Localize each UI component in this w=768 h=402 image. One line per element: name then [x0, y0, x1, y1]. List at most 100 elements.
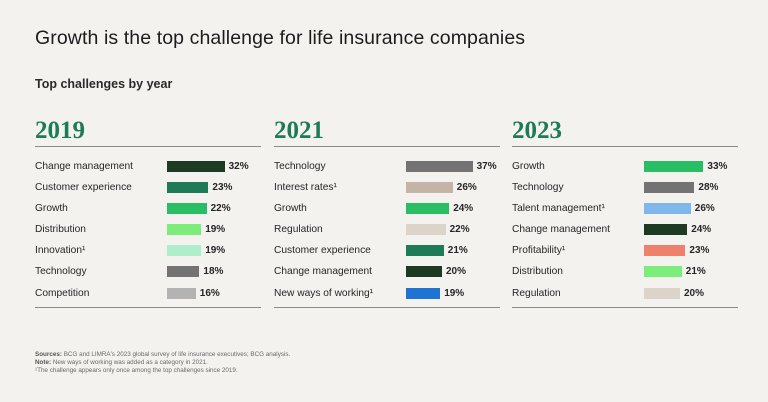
bar [644, 245, 686, 257]
category-label: Change management [512, 224, 610, 236]
year-heading: 2021 [274, 117, 324, 144]
category-label: Change management [274, 266, 372, 278]
sources-text: BCG and LIMRA's 2023 global survey of li… [63, 351, 291, 358]
bar [644, 224, 688, 236]
category-label: Regulation [512, 287, 561, 299]
bar [406, 224, 446, 236]
bottom-rule [35, 306, 261, 308]
value-label: 21% [447, 245, 468, 257]
value-label: 26% [456, 182, 477, 194]
chart-title: Growth is the top challenge for life ins… [35, 27, 526, 49]
value-label: 22% [210, 203, 231, 215]
bar [406, 182, 453, 194]
bar-row: Growth 22% [35, 199, 261, 220]
bar-row: Technology 18% [35, 262, 261, 283]
bar [406, 245, 444, 257]
category-label: New ways of working¹ [274, 287, 374, 299]
chart-subtitle: Top challenges by year [35, 77, 173, 91]
bar [644, 161, 704, 172]
category-label: Innovation¹ [35, 245, 86, 257]
category-label: Customer experience [274, 245, 371, 257]
bar-row: Innovation¹ 19% [35, 241, 261, 262]
bar-row: Interest rates¹ 26% [274, 178, 500, 199]
category-label: Customer experience [35, 182, 132, 194]
bar [644, 266, 682, 278]
value-label: 19% [444, 287, 465, 299]
category-label: Competition [35, 287, 90, 299]
bottom-rule [512, 306, 738, 308]
value-label: 24% [453, 203, 474, 215]
note-line: Note: New ways of working was added as a… [35, 359, 290, 367]
bar-row: Distribution 21% [512, 262, 738, 283]
bar [644, 287, 680, 299]
bar [644, 182, 695, 194]
value-label: 21% [685, 266, 706, 278]
bar-row: Technology 28% [512, 178, 738, 199]
value-label: 32% [228, 161, 249, 172]
note-label: Note: [35, 359, 52, 366]
value-label: 19% [205, 245, 226, 257]
bar-row: Customer experience 23% [35, 178, 261, 199]
value-label: 24% [691, 224, 712, 236]
top-rule [512, 146, 738, 147]
footnotes: Sources: BCG and LIMRA's 2023 global sur… [35, 351, 290, 375]
bar-row: Technology 37% [274, 157, 500, 178]
bar [167, 245, 202, 257]
value-label: 20% [446, 266, 467, 278]
note-text: New ways of working was added as a categ… [52, 359, 208, 366]
bar-row: Growth 24% [274, 199, 500, 220]
panel-2023: 2023 Growth 33% Technology 28% Talent manage… [512, 116, 738, 308]
panel-2019: 2019 Change management 32% Customer experi… [35, 116, 261, 308]
bar-row: Change management 24% [512, 220, 738, 241]
value-label: 23% [212, 182, 233, 194]
year-heading: 2023 [512, 117, 562, 144]
bar-row: Change management 32% [35, 157, 261, 178]
bar [644, 203, 691, 215]
bottom-rule [274, 306, 500, 308]
top-rule [35, 146, 261, 147]
bar [406, 203, 450, 215]
value-label: 22% [449, 224, 470, 236]
category-label: Regulation [274, 224, 323, 236]
category-label: Distribution [512, 266, 563, 278]
bar [406, 161, 473, 172]
sources-label: Sources: [35, 351, 62, 358]
bar-row: Change management 20% [274, 262, 500, 283]
bar [167, 266, 200, 278]
top-rule [274, 146, 500, 147]
bar-rows: Growth 33% Technology 28% Talent management¹… [512, 157, 738, 305]
bar [167, 203, 207, 215]
bar-row: Talent management¹ 26% [512, 199, 738, 220]
value-label: 20% [684, 287, 705, 299]
bar [406, 287, 441, 299]
value-label: 16% [199, 287, 220, 299]
bar-row: Competition 16% [35, 284, 261, 305]
bar-rows: Change management 32% Customer experience 2… [35, 157, 261, 305]
category-label: Profitability¹ [512, 245, 566, 257]
bar-row: Distribution 19% [35, 220, 261, 241]
bar-rows: Technology 37% Interest rates¹ 26% Growth 24%… [274, 157, 500, 305]
sources-note: Sources: BCG and LIMRA's 2023 global sur… [35, 351, 290, 359]
value-label: 23% [689, 245, 710, 257]
value-label: 37% [476, 161, 497, 172]
bar [167, 224, 202, 236]
category-label: Growth [35, 203, 68, 215]
category-label: Technology [512, 182, 564, 194]
value-label: 18% [203, 266, 224, 278]
category-label: Interest rates¹ [274, 182, 337, 194]
bar-row: Growth 33% [512, 157, 738, 178]
bar [167, 287, 196, 299]
bar-row: Customer experience 21% [274, 241, 500, 262]
category-label: Talent management¹ [512, 203, 605, 215]
bar-row: New ways of working¹ 19% [274, 284, 500, 305]
bar [167, 182, 209, 194]
category-label: Technology [35, 266, 87, 278]
year-heading: 2019 [35, 117, 85, 144]
footnote-text: ¹The challenge appears only once among t… [35, 367, 238, 374]
panel-2021: 2021 Technology 37% Interest rates¹ 26% Grow… [274, 116, 500, 308]
bar [167, 161, 225, 172]
bar-row: Profitability¹ 23% [512, 241, 738, 262]
category-label: Distribution [35, 224, 86, 236]
value-label: 33% [707, 161, 728, 172]
value-label: 28% [698, 182, 719, 194]
